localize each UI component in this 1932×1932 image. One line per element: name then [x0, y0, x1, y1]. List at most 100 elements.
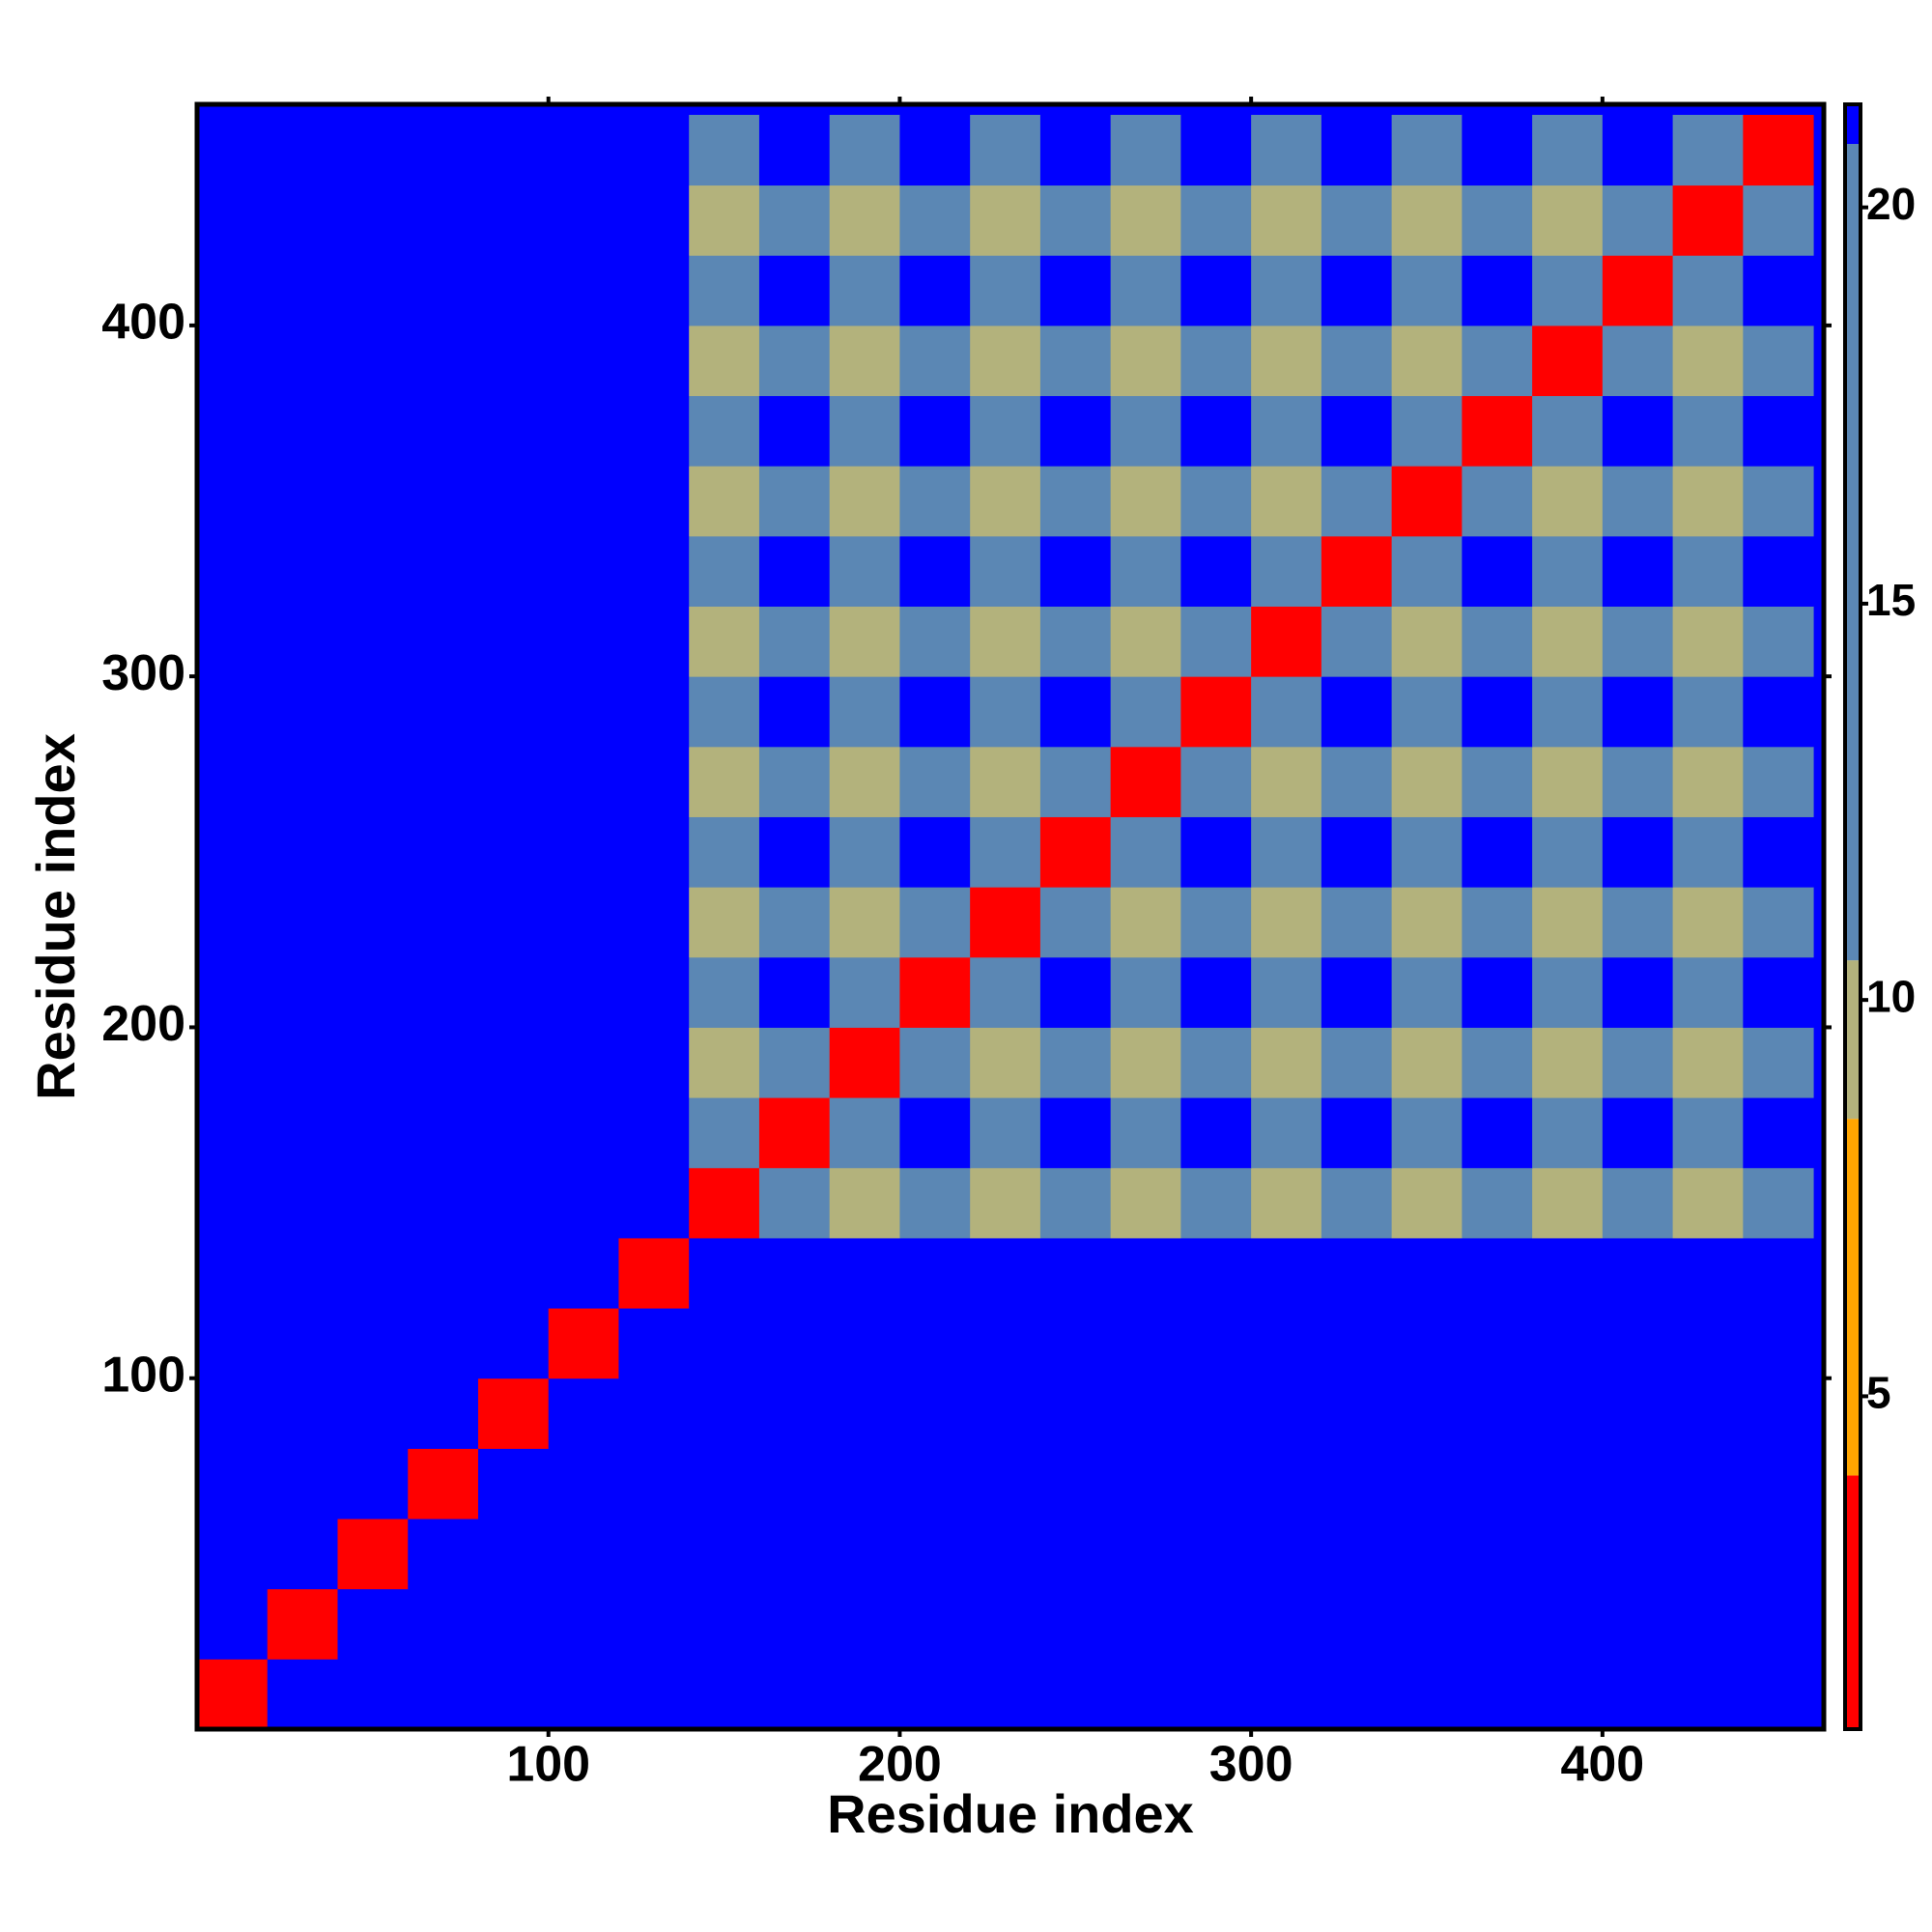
heatmap-cell	[1672, 466, 1744, 537]
heatmap-cell	[689, 1378, 760, 1449]
heatmap-cell	[1532, 1448, 1604, 1520]
heatmap-cell	[1039, 114, 1112, 186]
heatmap-cell	[1180, 676, 1252, 748]
heatmap-cell	[337, 466, 409, 537]
heatmap-cell	[1462, 395, 1533, 467]
heatmap-cell	[548, 1378, 619, 1449]
heatmap-cell	[1672, 395, 1744, 467]
heatmap-cell	[1251, 1027, 1322, 1098]
heatmap-cell	[1602, 185, 1674, 256]
heatmap-cell	[618, 1448, 690, 1520]
heatmap-cell	[1180, 1519, 1252, 1590]
heatmap-cell	[548, 1519, 619, 1590]
heatmap-cell	[829, 1519, 900, 1590]
heatmap-cell	[1321, 1097, 1393, 1169]
heatmap-cell	[618, 1588, 690, 1660]
heatmap-cell	[1180, 466, 1252, 537]
heatmap-cell	[267, 1519, 338, 1590]
heatmap-cell	[1532, 1167, 1604, 1238]
heatmap-cell	[618, 606, 690, 677]
heatmap-cell	[758, 114, 831, 186]
heatmap-cell	[758, 887, 831, 958]
heatmap-cell	[689, 816, 760, 888]
heatmap-cell	[970, 1027, 1041, 1098]
heatmap-cell	[1672, 1378, 1744, 1449]
heatmap-cell	[1110, 746, 1181, 817]
heatmap-cell	[197, 676, 269, 748]
heatmap-cell	[618, 325, 690, 397]
heatmap-cell	[1532, 114, 1604, 186]
heatmap-cell	[408, 956, 479, 1028]
heatmap-cell	[1321, 1519, 1393, 1590]
heatmap-cell	[1321, 1448, 1393, 1520]
heatmap-cell	[548, 956, 619, 1028]
heatmap-cell	[1602, 1237, 1674, 1309]
heatmap-cell	[689, 114, 760, 186]
heatmap-cell	[829, 255, 900, 327]
heatmap-cell	[1462, 676, 1533, 748]
heatmap-cell	[1532, 466, 1604, 537]
heatmap-cell	[1180, 1027, 1252, 1098]
heatmap-cell	[1462, 114, 1533, 186]
heatmap-cell	[1532, 1237, 1604, 1309]
heatmap-cell	[1039, 466, 1112, 537]
heatmap-cell	[197, 535, 269, 607]
heatmap-cell	[477, 466, 550, 537]
heatmap-cell	[477, 956, 550, 1028]
heatmap-cell	[1743, 1588, 1814, 1660]
heatmap-cell	[267, 1167, 338, 1238]
heatmap-cell	[1602, 1027, 1674, 1098]
heatmap-cell	[1110, 956, 1181, 1028]
heatmap-cell	[899, 746, 971, 817]
x-tick-label: 100	[506, 1737, 590, 1793]
heatmap-cell	[758, 1167, 831, 1238]
heatmap-cell	[408, 395, 479, 467]
heatmap-cell	[1039, 1448, 1112, 1520]
heatmap-cell	[1251, 746, 1322, 817]
heatmap-cell	[1743, 887, 1814, 958]
heatmap-cell	[337, 325, 409, 397]
heatmap-cell	[1251, 325, 1322, 397]
heatmap-cell	[1462, 1659, 1533, 1730]
heatmap-cell	[899, 816, 971, 888]
heatmap-cell	[1039, 606, 1112, 677]
y-axis-label: Residue index	[25, 733, 86, 1100]
heatmap-cell	[970, 466, 1041, 537]
heatmap-cell	[618, 1519, 690, 1590]
heatmap-cell	[829, 1237, 900, 1309]
heatmap-cell	[829, 1588, 900, 1660]
heatmap-cell	[548, 185, 619, 256]
heatmap-cell	[1039, 1167, 1112, 1238]
heatmap-cell	[1391, 816, 1463, 888]
heatmap-cell	[1743, 1097, 1814, 1169]
plot-frame	[194, 101, 1827, 1732]
heatmap-cell	[899, 535, 971, 607]
heatmap-cell	[758, 466, 831, 537]
heatmap-cell	[1110, 535, 1181, 607]
heatmap-cell	[1672, 1588, 1744, 1660]
heatmap-cell	[689, 255, 760, 327]
heatmap-cell	[408, 255, 479, 327]
heatmap-cell	[970, 816, 1041, 888]
heatmap-cell	[1251, 1588, 1322, 1660]
heatmap-cell	[758, 1027, 831, 1098]
heatmap-cell	[1110, 255, 1181, 327]
heatmap-cell	[1743, 185, 1814, 256]
heatmap-cell	[337, 1167, 409, 1238]
heatmap-cell	[1743, 114, 1814, 186]
heatmap-cell	[829, 466, 900, 537]
heatmap-cell	[1672, 1167, 1744, 1238]
heatmap-cell	[477, 395, 550, 467]
heatmap-cell	[1391, 1659, 1463, 1730]
heatmap-cell	[1672, 185, 1744, 256]
heatmap-cell	[689, 1659, 760, 1730]
heatmap-cell	[1180, 325, 1252, 397]
heatmap-cell	[689, 185, 760, 256]
heatmap-cell	[829, 887, 900, 958]
heatmap-cell	[618, 887, 690, 958]
heatmap-cell	[1391, 1027, 1463, 1098]
colorbar-frame	[1843, 102, 1862, 1731]
heatmap-cell	[1321, 1167, 1393, 1238]
heatmap-cell	[1110, 395, 1181, 467]
heatmap-cell	[477, 1237, 550, 1309]
